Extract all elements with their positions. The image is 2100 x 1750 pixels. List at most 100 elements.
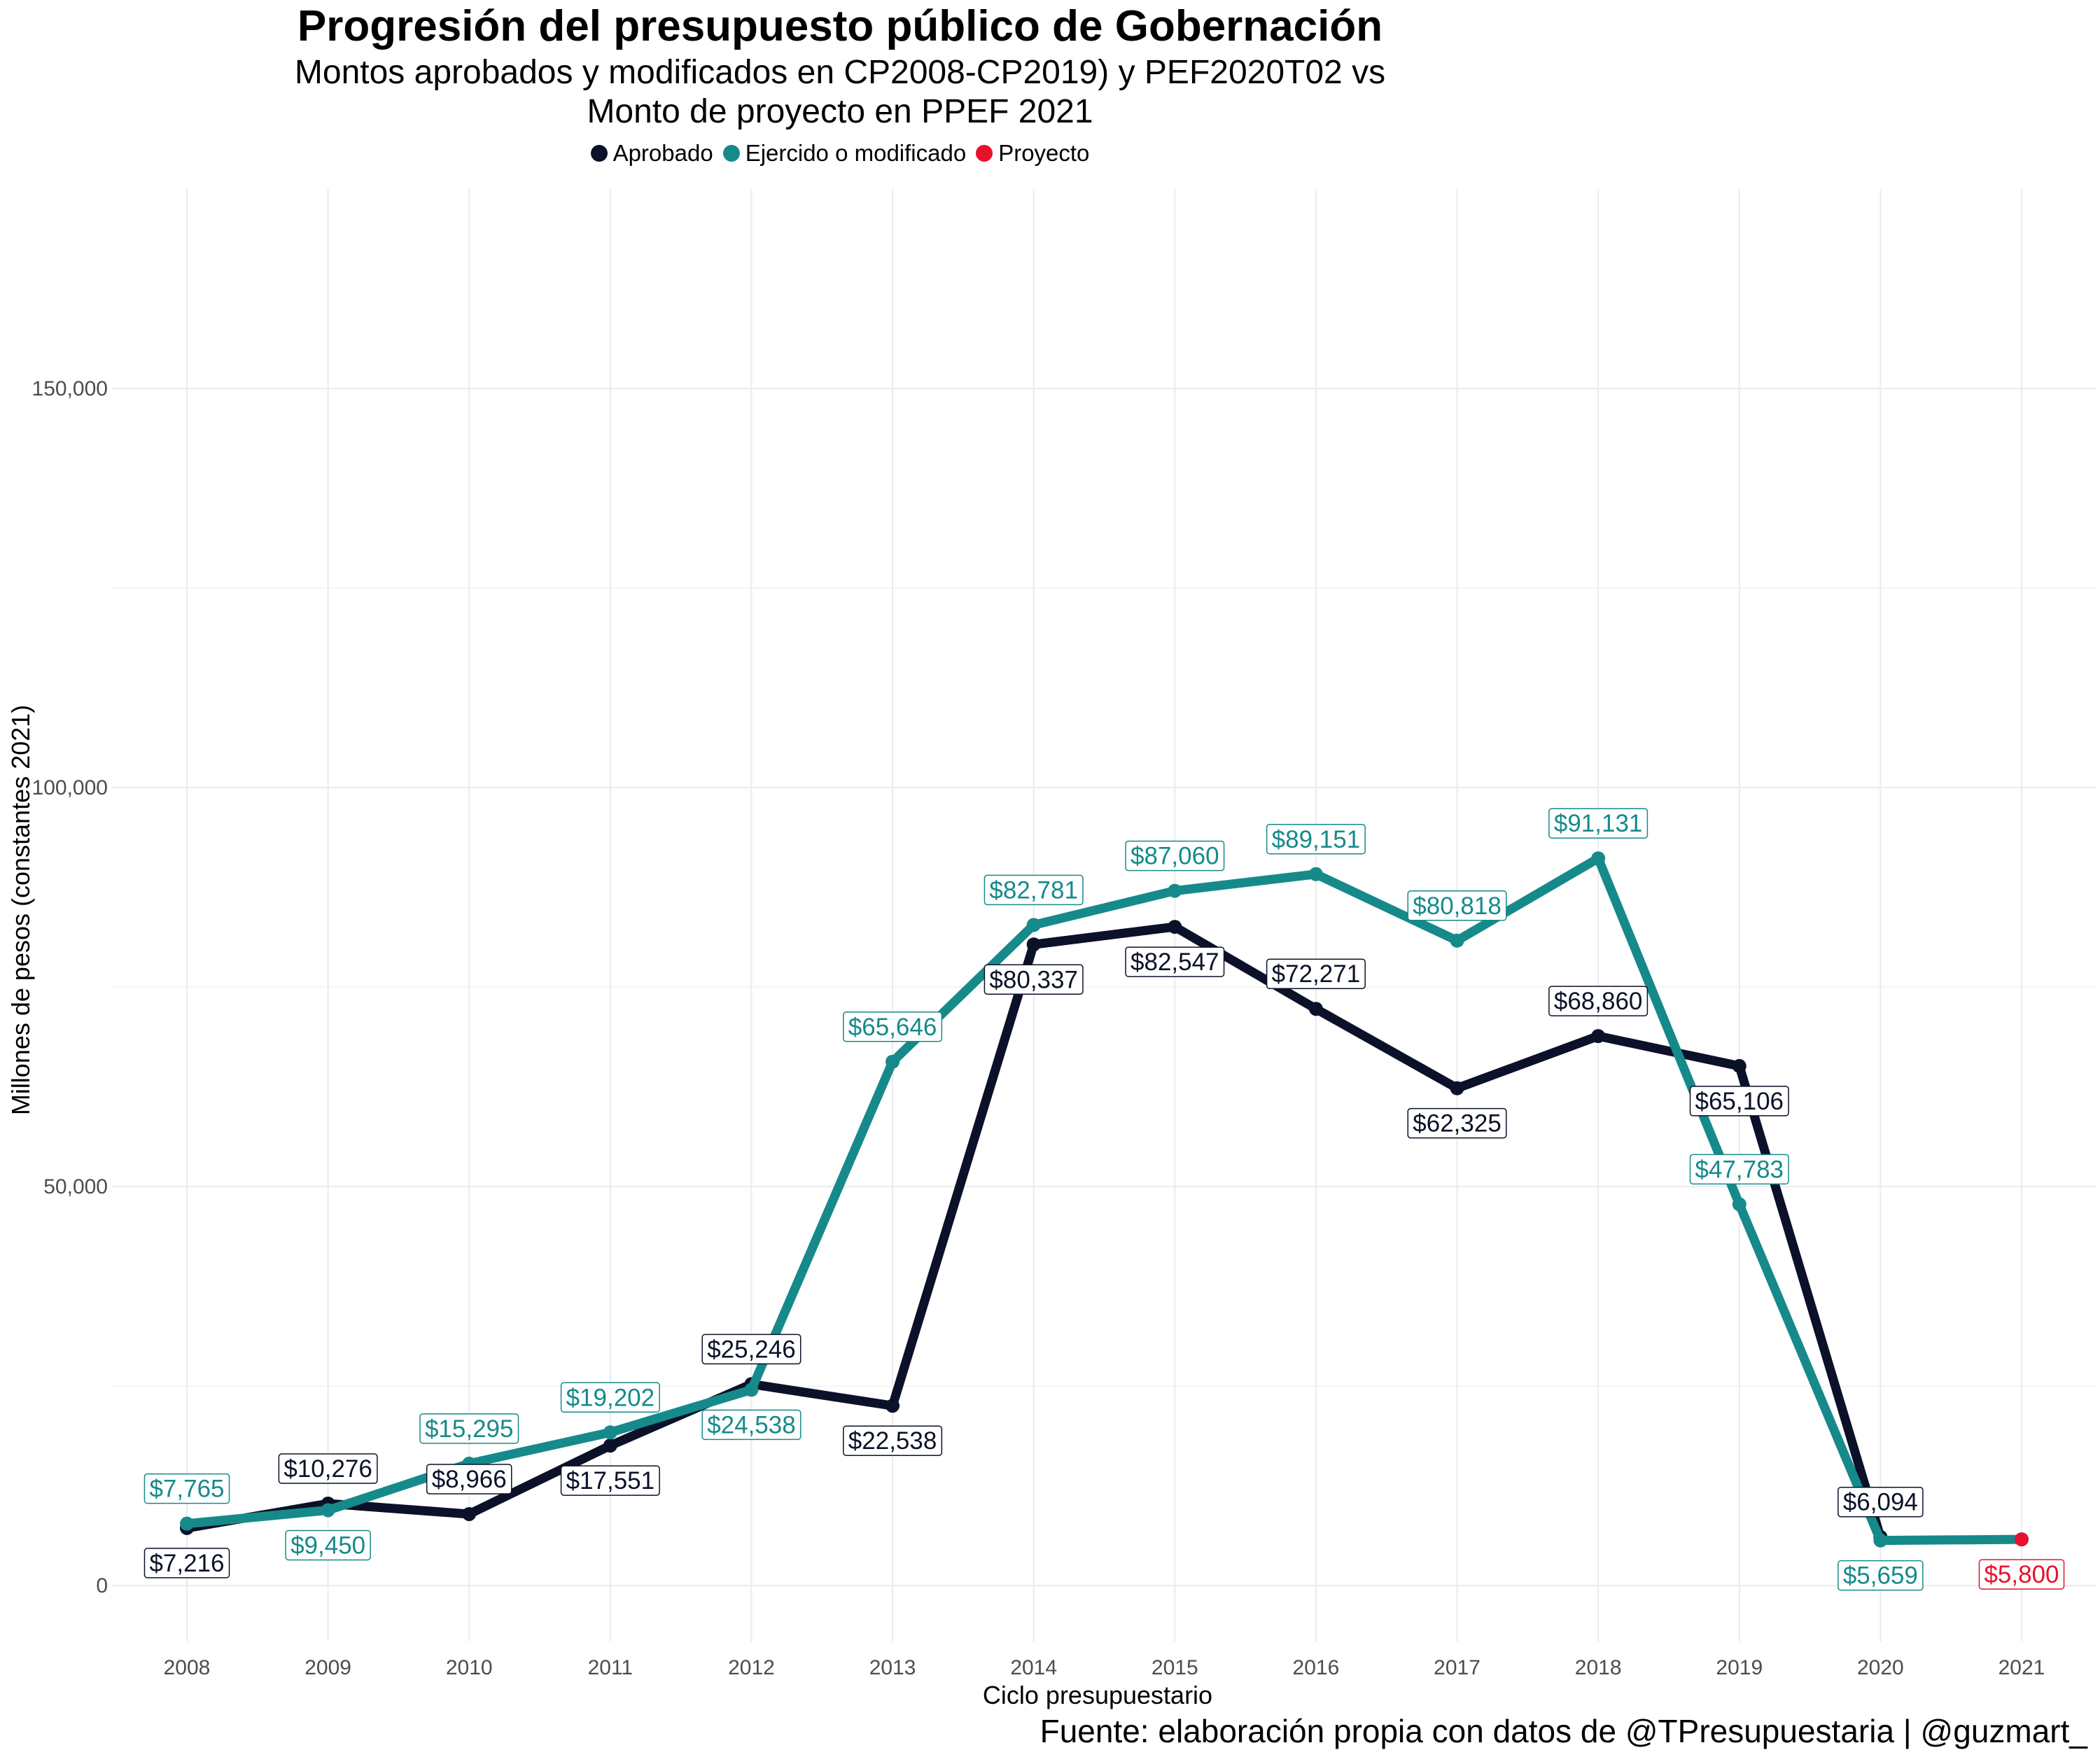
data-label-box — [1689, 1154, 1789, 1185]
source-caption: Fuente: elaboración propia con datos de … — [1040, 1713, 2087, 1749]
x-tick-label: 2012 — [728, 1656, 775, 1679]
data-label-ejercido-o-modificado: $65,646 — [843, 1011, 943, 1042]
data-label-box — [1837, 1560, 1924, 1591]
data-label-ejercido-o-modificado: $7,765 — [144, 1473, 230, 1504]
data-label-aprobado: $65,106 — [1689, 1086, 1789, 1116]
y-tick-label: 150,000 — [32, 377, 108, 400]
data-label-aprobado: $25,246 — [701, 1334, 802, 1365]
data-label-aprobado: $7,216 — [144, 1548, 230, 1578]
data-label-text: $10,276 — [284, 1455, 372, 1483]
data-label-ejercido-o-modificado: $9,450 — [285, 1530, 371, 1561]
data-label-aprobado: $82,547 — [1125, 946, 1225, 977]
data-point-ejercido-o-modificado — [1168, 883, 1182, 898]
data-point-ejercido-o-modificado — [1308, 867, 1323, 881]
data-point-aprobado — [462, 1506, 477, 1521]
x-tick-label: 2021 — [1998, 1656, 2045, 1679]
y-tick-label: 50,000 — [43, 1175, 108, 1198]
data-label-ejercido-o-modificado: $19,202 — [560, 1382, 660, 1413]
data-point-aprobado — [603, 1438, 617, 1453]
data-label-box — [701, 1334, 802, 1365]
data-label-text: $65,106 — [1695, 1088, 1784, 1115]
data-label-text: $82,781 — [989, 876, 1078, 904]
data-label-box — [419, 1413, 519, 1444]
data-label-text: $24,538 — [707, 1411, 796, 1438]
data-label-box — [285, 1530, 371, 1561]
data-point-aprobado — [1168, 920, 1182, 934]
data-label-box — [1689, 1086, 1789, 1116]
data-label-text: $72,271 — [1272, 960, 1361, 988]
data-point-ejercido-o-modificado — [744, 1382, 759, 1397]
chart-subtitle-line2: Monto de proyecto en PPEF 2021 — [587, 93, 1093, 130]
data-point-ejercido-o-modificado — [1026, 918, 1041, 932]
legend-item-aprobado: Aprobado — [590, 140, 713, 167]
data-label-text: $62,325 — [1413, 1110, 1502, 1138]
data-label-text: $17,551 — [566, 1467, 655, 1494]
data-point-ejercido-o-modificado — [180, 1516, 194, 1531]
data-label-text: $87,060 — [1130, 843, 1219, 870]
data-point-proyecto — [2015, 1532, 2029, 1547]
legend-label-ejercido: Ejercido o modificado — [745, 140, 967, 166]
data-label-text: $9,450 — [290, 1532, 365, 1559]
data-label-aprobado: $8,966 — [426, 1464, 512, 1494]
data-label-aprobado: $72,271 — [1266, 958, 1366, 989]
x-tick-label: 2020 — [1857, 1656, 1904, 1679]
x-tick-label: 2008 — [164, 1656, 211, 1679]
data-label-aprobado: $17,551 — [560, 1465, 660, 1496]
y-tick-label: 100,000 — [32, 776, 108, 799]
data-label-box — [426, 1464, 512, 1494]
data-point-ejercido-o-modificado — [321, 1503, 335, 1518]
data-label-box — [1266, 824, 1366, 855]
data-label-box — [843, 1011, 943, 1042]
data-label-aprobado: $80,337 — [983, 964, 1084, 995]
data-label-text: $19,202 — [566, 1384, 655, 1411]
data-label-box — [560, 1465, 660, 1496]
data-point-aprobado — [1732, 1058, 1746, 1073]
x-tick-label: 2019 — [1716, 1656, 1763, 1679]
data-label-box — [1266, 958, 1366, 989]
data-label-ejercido-o-modificado: $82,781 — [983, 874, 1084, 906]
data-label-ejercido-o-modificado: $80,818 — [1407, 890, 1507, 921]
x-tick-label: 2009 — [304, 1656, 351, 1679]
x-tick-label: 2016 — [1293, 1656, 1340, 1679]
data-label-box — [144, 1548, 230, 1578]
data-point-ejercido-o-modificado — [1873, 1533, 1888, 1548]
data-label-aprobado: $62,325 — [1407, 1107, 1507, 1139]
legend-marker-aprobado — [590, 145, 608, 162]
data-label-box — [983, 964, 1084, 995]
legend-item-proyecto: Proyecto — [976, 140, 1089, 167]
data-point-ejercido-o-modificado — [886, 1054, 900, 1069]
legend-marker-proyecto — [976, 145, 993, 162]
data-label-text: $5,659 — [1843, 1562, 1918, 1590]
data-label-box — [843, 1425, 943, 1456]
series — [180, 851, 2029, 1548]
data-label-ejercido-o-modificado: $89,151 — [1266, 824, 1366, 855]
data-point-aprobado — [886, 1399, 900, 1413]
data-label-box — [1125, 946, 1225, 977]
data-label-aprobado: $68,860 — [1548, 986, 1648, 1016]
legend-item-ejercido: Ejercido o modificado — [722, 140, 967, 167]
data-label-box — [560, 1382, 660, 1413]
data-label-ejercido-o-modificado: $5,659 — [1837, 1560, 1924, 1591]
y-axis-title: Millones de pesos (constantes 2021) — [6, 705, 35, 1115]
data-label-text: $89,151 — [1272, 826, 1361, 853]
data-label-text: $22,538 — [848, 1427, 937, 1455]
chart-subtitle-line1: Montos aprobados y modificados en CP2008… — [294, 54, 1386, 91]
data-label-ejercido-o-modificado: $91,131 — [1548, 808, 1648, 839]
x-tick-label: 2017 — [1434, 1656, 1480, 1679]
data-label-box — [1837, 1486, 1924, 1518]
data-label-proyecto: $5,800 — [1978, 1559, 2065, 1590]
x-tick-label: 2015 — [1152, 1656, 1198, 1679]
data-point-ejercido-o-modificado — [1591, 851, 1606, 866]
data-label-ejercido-o-modificado: $15,295 — [419, 1413, 519, 1444]
data-label-box — [1407, 890, 1507, 921]
data-label-ejercido-o-modificado: $24,538 — [701, 1409, 802, 1441]
data-label-ejercido-o-modificado: $87,060 — [1125, 840, 1225, 872]
data-point-aprobado — [1450, 1081, 1464, 1096]
data-point-ejercido-o-modificado — [1732, 1197, 1746, 1212]
data-label-text: $47,783 — [1695, 1156, 1784, 1183]
y-tick-label: 0 — [96, 1574, 108, 1597]
grid — [112, 189, 2096, 1642]
data-label-box — [701, 1409, 802, 1441]
data-label-box — [1125, 840, 1225, 872]
data-label-aprobado: $10,276 — [278, 1453, 378, 1484]
